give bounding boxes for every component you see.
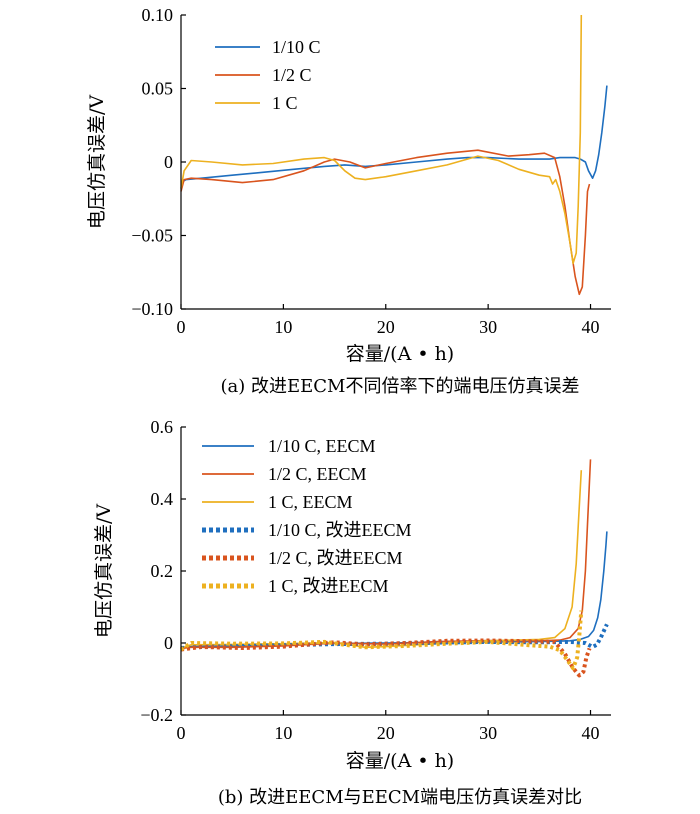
caption-b: (b) 改进EECM与EECM端电压仿真误差对比: [218, 787, 582, 808]
series-line-b-4-1-10-c-eecm: [180, 623, 609, 650]
legend-label-b-2: 1/2 C, EECM: [268, 464, 367, 484]
x-axis-title-a: 容量/(A • h): [346, 343, 454, 365]
y-tick-label-a-1: 0.05: [142, 79, 174, 99]
x-tick-label-a-4: 40: [582, 317, 600, 337]
x-tick-label-a-1: 10: [274, 317, 292, 337]
legend-label-a-3: 1 C: [272, 93, 298, 113]
chart-panel-a: 0 10 20 30 40 0.10 0.05 0 −0.05 −0.10 电压仿真误差/V 容量…: [86, 5, 611, 397]
y-tick-label-b-4: −0.2: [140, 705, 173, 725]
y-tick-label-a-3: −0.05: [131, 226, 173, 246]
legend-label-b-5: 1/2 C, 改进EECM: [268, 548, 403, 568]
y-tick-label-b-3: 0: [164, 633, 173, 653]
ticks-layer-b: 0 10 20 30 400.60.40.20−0.2: [140, 417, 599, 743]
legend-b: 1/10 C, EECM 1/2 C, EECM 1 C, EECM 1/10 C, …: [202, 436, 412, 596]
x-tick-label-a-2: 20: [377, 317, 395, 337]
y-axis-title-b: 电压仿真误差/V: [93, 504, 115, 638]
chart-panel-b: 0 10 20 30 400.60.40.20−0.2 电压仿真误差/V 容量/(A •…: [93, 417, 611, 808]
x-tick-label-b-4: 40: [582, 723, 600, 743]
series-layer-a: [180, 14, 608, 296]
legend-label-b-6: 1 C, 改进EECM: [268, 576, 389, 596]
legend-label-a-1: 1/10 C: [272, 37, 321, 57]
x-tick-label-b-1: 10: [274, 723, 292, 743]
plot-frame-b: [181, 427, 611, 715]
series-line-b-5-1-2-c-eecm: [180, 638, 592, 678]
y-tick-label-a-2: 0: [164, 152, 173, 172]
series-line-a-2-1-2-c: [180, 149, 591, 296]
y-tick-label-a-0: 0.10: [142, 5, 174, 25]
x-tick-label-a-3: 30: [479, 317, 497, 337]
y-tick-label-b-0: 0.6: [151, 417, 174, 437]
series-line-a-3-1-c: [180, 14, 583, 265]
series-layer-b: [179, 459, 609, 678]
series-line-a-1-1-10-c: [180, 85, 608, 184]
y-tick-label-b-2: 0.2: [151, 561, 174, 581]
legend-a: 1/10 C 1/2 C 1 C: [215, 37, 321, 113]
y-tick-label-b-1: 0.4: [151, 489, 174, 509]
y-axis-title-a: 电压仿真误差/V: [86, 95, 108, 229]
x-tick-label-a-0: 0: [177, 317, 186, 337]
legend-label-b-1: 1/10 C, EECM: [268, 436, 376, 456]
legend-label-b-3: 1 C, EECM: [268, 492, 353, 512]
series-line-b-6-1-c-eecm: [179, 610, 584, 671]
x-tick-label-b-3: 30: [479, 723, 497, 743]
caption-a: (a) 改进EECM不同倍率下的端电压仿真误差: [221, 376, 580, 397]
legend-label-b-4: 1/10 C, 改进EECM: [268, 520, 412, 540]
x-axis-title-b: 容量/(A • h): [346, 750, 454, 772]
y-tick-label-a-4: −0.10: [131, 299, 173, 319]
x-tick-label-b-2: 20: [377, 723, 395, 743]
ticks-layer-a: 0 10 20 30 40 0.10 0.05 0 −0.05 −0.10: [131, 5, 599, 337]
x-tick-label-b-0: 0: [177, 723, 186, 743]
legend-label-a-2: 1/2 C: [272, 65, 312, 85]
